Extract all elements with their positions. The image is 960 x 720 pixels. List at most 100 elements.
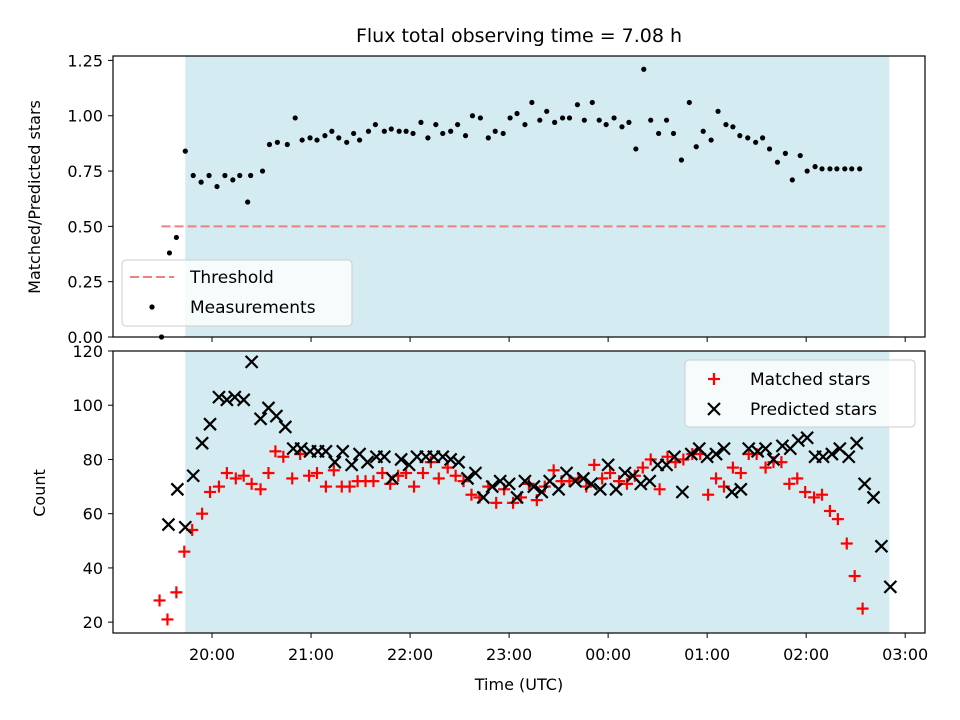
measurement-point (782, 150, 788, 156)
measurement-point (166, 250, 173, 256)
predicted-star-point (593, 482, 607, 497)
top-y-tick-label: 0.75 (67, 162, 103, 181)
measurement-point (708, 137, 714, 143)
measurement-point (514, 110, 520, 117)
measurement-point (292, 115, 298, 121)
measurement-point (425, 135, 431, 141)
predicted-star-point (750, 444, 765, 459)
measurement-point (641, 66, 647, 72)
measurement-point (819, 166, 825, 172)
measurement-point (418, 119, 424, 125)
predicted-star-point (344, 458, 359, 472)
predicted-star-point (791, 433, 806, 448)
predicted-star-point (476, 490, 491, 505)
bottom-y-tick-label: 100 (72, 396, 103, 415)
predicted-star-point (883, 580, 898, 594)
measurement-point (433, 121, 439, 128)
measurement-point (619, 124, 625, 130)
matched-star-point (254, 483, 267, 496)
bottom-x-tick-label: 03:00 (882, 645, 928, 664)
matched-star-point (277, 450, 290, 463)
matched-star-point (153, 594, 166, 607)
predicted-star-point (766, 452, 781, 467)
bottom-y-tick-label: 40 (83, 559, 103, 578)
measurement-point (700, 128, 706, 134)
measurement-point (237, 172, 243, 179)
measurement-point (485, 135, 491, 141)
predicted-star-point (800, 430, 814, 445)
measurement-point (737, 133, 743, 139)
measurement-point (730, 124, 736, 130)
predicted-star-point (186, 468, 200, 483)
matched-star-point (840, 537, 853, 550)
measurement-point (448, 128, 454, 134)
predicted-star-point (634, 477, 648, 491)
legend-measurements-swatch (149, 304, 155, 310)
measurement-point (626, 119, 632, 125)
predicted-star-point (518, 474, 532, 488)
measurement-point (827, 166, 833, 172)
predicted-star-point (377, 449, 392, 464)
measurement-point (789, 177, 795, 183)
matched-star-point (327, 464, 340, 477)
bottom-y-tick-label: 80 (83, 450, 103, 469)
measurement-point (198, 179, 204, 185)
matched-star-point (465, 488, 478, 501)
matched-star-point (628, 469, 641, 482)
predicted-star-point (609, 482, 623, 497)
predicted-star-point (717, 441, 731, 456)
matched-star-point (596, 472, 609, 485)
measurement-point (760, 135, 766, 141)
matched-star-point (237, 469, 250, 482)
matched-star-point (702, 488, 715, 501)
predicted-star-point (642, 474, 657, 488)
predicted-star-point (527, 479, 541, 494)
predicted-star-point (319, 444, 333, 459)
measurement-point (559, 115, 566, 121)
matched-star-point (319, 480, 332, 493)
matched-star-point (170, 586, 183, 599)
bottom-x-tick-label: 21:00 (288, 645, 334, 664)
matched-star-point (710, 472, 723, 485)
matched-star-point (212, 480, 225, 493)
top-y-tick-label: 0.00 (67, 328, 103, 347)
measurement-point (522, 121, 528, 128)
predicted-star-point (534, 485, 549, 499)
bottom-x-tick-label: 23:00 (486, 645, 532, 664)
measurement-point (173, 234, 179, 241)
top-y-tick-label: 1.25 (67, 51, 103, 70)
matched-star-point (791, 472, 804, 485)
measurement-point (336, 135, 342, 141)
measurement-point (206, 172, 212, 179)
predicted-star-point (468, 466, 483, 480)
matched-star-point (653, 483, 666, 496)
measurement-point (299, 137, 305, 143)
predicted-star-point (568, 474, 583, 488)
measurement-point (529, 99, 535, 106)
bottom-x-tick-label: 00:00 (585, 645, 631, 664)
predicted-star-point (203, 417, 217, 431)
measurement-point (648, 117, 654, 123)
bottom-x-axis-label: Time (UTC) (474, 675, 563, 694)
measurement-point (633, 146, 639, 152)
predicted-star-point (551, 482, 566, 497)
measurement-point (552, 119, 558, 125)
predicted-star-point (866, 490, 881, 505)
measurement-point (462, 133, 469, 139)
predicted-star-point (335, 444, 350, 459)
top-y-tick-label: 1.00 (67, 107, 103, 126)
measurement-point (396, 128, 402, 134)
predicted-star-point (725, 485, 739, 499)
matched-star-point (303, 469, 316, 482)
predicted-star-point (443, 452, 458, 467)
matched-star-point (620, 477, 633, 490)
measurement-point (611, 115, 617, 121)
predicted-stars-points (161, 355, 898, 594)
predicted-star-point (775, 439, 790, 453)
measurement-point (723, 121, 729, 128)
bottom-y-tick-label: 120 (72, 342, 103, 361)
matched-star-point (204, 486, 217, 498)
measurement-point (440, 130, 446, 137)
predicted-star-point (684, 447, 699, 461)
bottom-axes-frame (112, 350, 926, 634)
